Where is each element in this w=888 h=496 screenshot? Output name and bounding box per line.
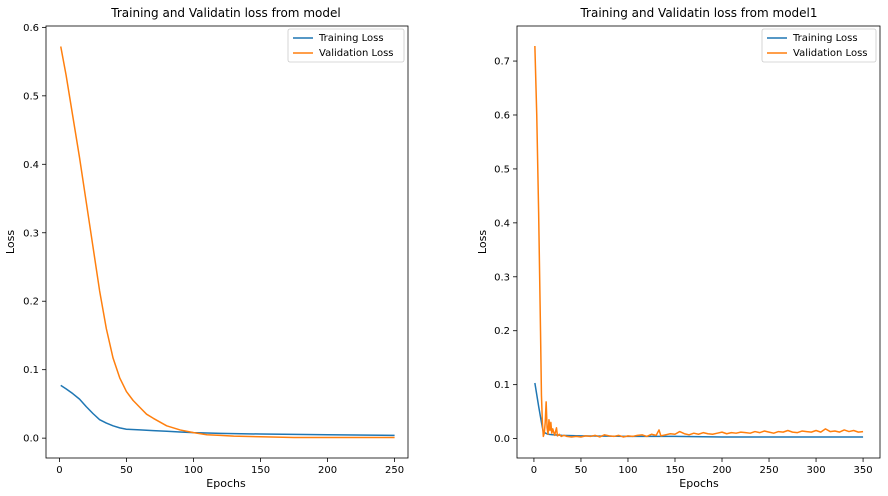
chart-left-legend-label-validation: Validation Loss xyxy=(319,48,394,59)
chart-left-series-validation-line xyxy=(60,46,395,439)
chart-right-xtick-label: 350 xyxy=(854,465,873,476)
chart-right-legend-label-validation: Validation Loss xyxy=(793,48,868,59)
chart-right-legend: Training Loss Validation Loss xyxy=(761,28,877,63)
chart-right-ylabel: Loss xyxy=(476,230,489,254)
chart-left-ylabel: Loss xyxy=(4,230,17,254)
chart-right-title: Training and Validatin loss from model1 xyxy=(579,6,817,20)
chart-left-lines xyxy=(60,46,395,439)
chart-right-ytick-label: 0.4 xyxy=(494,218,510,229)
chart-left-ytick-label: 0.6 xyxy=(23,23,39,34)
chart-right-ytick-label: 0.7 xyxy=(494,57,510,68)
chart-right: Training and Validatin loss from model1 … xyxy=(476,6,881,490)
chart-right-lines xyxy=(534,45,864,438)
chart-right-xtick-label: 250 xyxy=(759,465,778,476)
chart-left-xtick-label: 250 xyxy=(385,465,404,476)
chart-right-plot-frame xyxy=(516,25,881,459)
chart-right-ytick-label: 0.2 xyxy=(494,326,510,337)
chart-left-ytick-label: 0.5 xyxy=(23,91,39,102)
chart-left-plot-frame xyxy=(45,25,409,459)
chart-right-yticks: 0.0 0.1 0.2 0.3 0.4 0.5 0.6 0.7 xyxy=(494,57,517,445)
chart-left-legend-label-training: Training Loss xyxy=(318,33,384,44)
chart-right-ytick-label: 0.0 xyxy=(494,434,510,445)
chart-right-xlabel: Epochs xyxy=(679,477,719,490)
chart-left-xtick-label: 50 xyxy=(120,465,133,476)
chart-left-yticks: 0.0 0.1 0.2 0.3 0.4 0.5 0.6 xyxy=(23,23,46,445)
chart-left-ytick-label: 0.3 xyxy=(23,228,39,239)
chart-right-xtick-label: 100 xyxy=(618,465,637,476)
chart-right-series-validation-line xyxy=(534,45,864,438)
chart-right-ytick-label: 0.1 xyxy=(494,380,510,391)
chart-left-xtick-label: 150 xyxy=(251,465,270,476)
chart-right-xtick-label: 300 xyxy=(807,465,826,476)
chart-left-series-training-line xyxy=(60,384,395,437)
chart-left-ytick-label: 0.1 xyxy=(23,365,39,376)
chart-left-ytick-label: 0.4 xyxy=(23,160,39,171)
chart-right-ytick-label: 0.3 xyxy=(494,272,510,283)
chart-left-ytick-label: 0.2 xyxy=(23,297,39,308)
chart-left-xtick-label: 200 xyxy=(318,465,337,476)
chart-right-ytick-label: 0.6 xyxy=(494,110,510,121)
chart-right-xtick-label: 0 xyxy=(531,465,537,476)
chart-right-xtick-label: 200 xyxy=(712,465,731,476)
chart-left-xlabel: Epochs xyxy=(206,477,246,490)
chart-right-ytick-label: 0.5 xyxy=(494,164,510,175)
chart-right-xtick-label: 150 xyxy=(665,465,684,476)
chart-left-xticks: 0 50 100 150 200 250 xyxy=(56,458,404,476)
chart-left-xtick-label: 0 xyxy=(56,465,62,476)
chart-left: Training and Validatin loss from model 0… xyxy=(4,6,409,490)
chart-right-xticks: 0 50 100 150 200 250 300 350 xyxy=(531,458,873,476)
chart-right-xtick-label: 50 xyxy=(575,465,588,476)
chart-right-legend-label-training: Training Loss xyxy=(792,33,858,44)
chart-right-legend-box xyxy=(761,28,877,63)
chart-left-xtick-label: 100 xyxy=(184,465,203,476)
chart-left-legend: Training Loss Validation Loss xyxy=(287,28,405,63)
chart-left-legend-box xyxy=(287,28,405,63)
chart-left-ytick-label: 0.0 xyxy=(23,434,39,445)
chart-left-title: Training and Validatin loss from model xyxy=(110,6,340,20)
